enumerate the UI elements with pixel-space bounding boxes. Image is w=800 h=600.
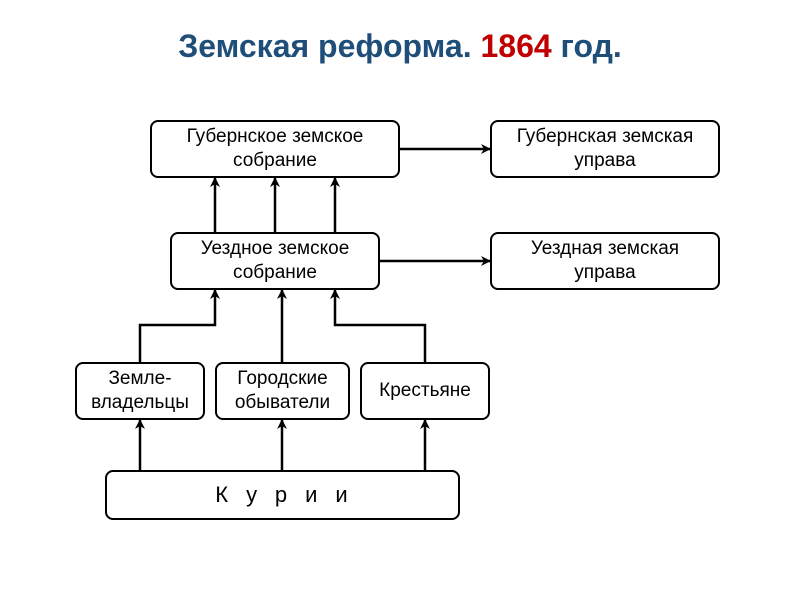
node-gorod: Городскиеобыватели	[215, 362, 350, 420]
title-part1: Земская реформа.	[178, 28, 480, 64]
node-gub-uprava: Губернская земскаяуправа	[490, 120, 720, 178]
node-label: Уездное земскоесобрание	[201, 237, 350, 285]
node-label: Крестьяне	[379, 379, 471, 403]
node-label: Губернское земскоесобрание	[187, 125, 364, 173]
title-year: 1864	[480, 28, 551, 64]
title-part2: год.	[552, 28, 622, 64]
node-uezd-uprava: Уездная земскаяуправа	[490, 232, 720, 290]
node-label: Курии	[215, 481, 365, 509]
node-krest: Крестьяне	[360, 362, 490, 420]
node-zemlev: Земле-владельцы	[75, 362, 205, 420]
node-label: Городскиеобыватели	[235, 367, 330, 415]
node-kurii: Курии	[105, 470, 460, 520]
flowchart-diagram: Губернское земскоесобрание Губернская зе…	[0, 100, 800, 580]
node-gub-sobranie: Губернское земскоесобрание	[150, 120, 400, 178]
node-label: Губернская земскаяуправа	[517, 125, 694, 173]
page-title: Земская реформа. 1864 год.	[0, 0, 800, 65]
node-label: Уездная земскаяуправа	[531, 237, 679, 285]
node-label: Земле-владельцы	[91, 367, 189, 415]
node-uezd-sobranie: Уездное земскоесобрание	[170, 232, 380, 290]
